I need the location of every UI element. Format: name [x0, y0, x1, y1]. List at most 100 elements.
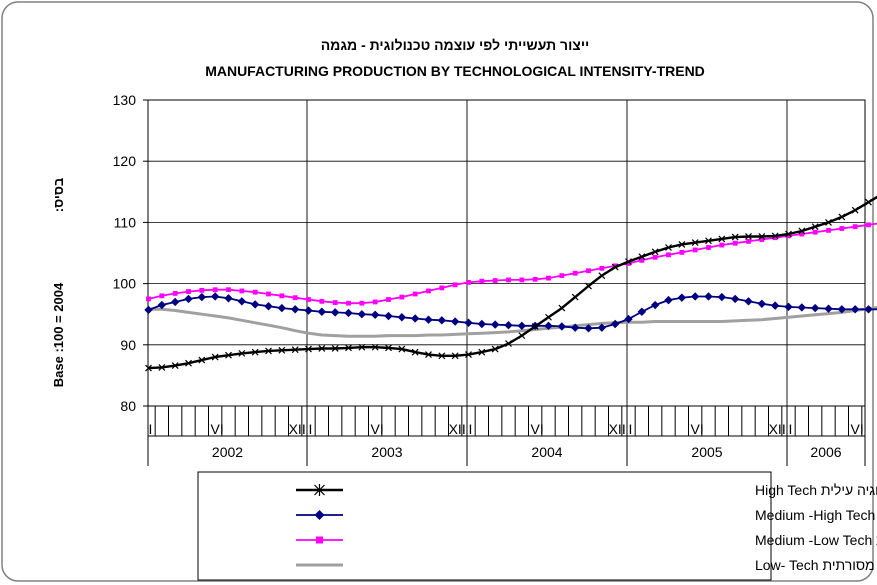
x-marker-stroke [611, 263, 619, 271]
diamond-marker [704, 292, 713, 301]
diamond-marker [210, 292, 220, 301]
x-marker [198, 356, 206, 364]
square-marker [146, 296, 151, 302]
diamond-marker [464, 318, 473, 327]
square-marker [412, 291, 418, 297]
x-marker-stroke [478, 348, 486, 356]
x-marker-stroke [571, 293, 579, 301]
x-marker-stroke [545, 313, 552, 321]
x-marker-stroke [691, 239, 699, 247]
legend-label: טכנולוגיה עילית High Tech [755, 482, 877, 498]
x-marker [185, 359, 192, 367]
diamond-marker [450, 317, 460, 326]
x-marker-stroke [465, 351, 472, 359]
y-tick-label: 100 [113, 276, 137, 292]
x-marker [265, 347, 272, 355]
diamond-marker [277, 303, 287, 313]
y-tick-label: 90 [120, 337, 136, 353]
x-marker [465, 351, 472, 359]
x-marker-stroke [851, 206, 859, 214]
x-marker [291, 346, 299, 354]
x-marker-stroke [451, 352, 459, 360]
square-marker [599, 265, 605, 271]
diamond-marker [744, 297, 753, 306]
diamond-marker [330, 308, 340, 317]
square-marker [839, 226, 845, 231]
x-marker [438, 352, 446, 360]
x-marker-stroke [651, 248, 659, 256]
x-month-label: I [469, 421, 473, 437]
x-marker-stroke [811, 223, 819, 231]
diamond-marker [290, 305, 300, 314]
x-marker-stroke [385, 344, 392, 352]
diamond-marker [184, 294, 193, 304]
square-marker [679, 249, 685, 255]
diamond-marker [624, 314, 633, 324]
x-marker [718, 235, 726, 243]
x-marker-stroke [518, 332, 526, 340]
x-marker [518, 332, 526, 340]
diamond-marker [557, 322, 567, 331]
x-marker-stroke [198, 356, 206, 364]
x-month-label: VI [211, 421, 224, 437]
x-marker [665, 244, 672, 251]
square-marker [692, 247, 698, 253]
x-marker [745, 233, 752, 240]
legend-label: טכנולוגיה מעורבת עילית Medium -High Tech [755, 507, 877, 523]
legend-entry-3: טכנולוגיה מסורתית Low- Tech [296, 557, 877, 573]
legend-label: טכנולוגיה מעורבת מסורתית Medium -Low Tec… [755, 532, 877, 548]
x-marker [691, 239, 699, 247]
x-marker-stroke [318, 345, 326, 352]
x-month-label: XII [609, 421, 626, 437]
x-marker [211, 353, 219, 361]
x-marker-stroke [505, 340, 512, 348]
legend-entry-2: טכנולוגיה מעורבת מסורתית Medium -Low Tec… [296, 532, 877, 548]
x-marker-stroke [558, 304, 566, 312]
x-marker-stroke [305, 345, 312, 353]
diamond-marker [837, 305, 847, 314]
x-marker-stroke [838, 213, 846, 221]
square-marker [186, 289, 191, 294]
square-marker [586, 268, 591, 274]
x-marker-stroke [745, 233, 752, 240]
diamond-marker [357, 310, 367, 319]
diamond-marker [784, 302, 793, 312]
diamond-marker [314, 510, 325, 520]
x-marker-stroke [278, 346, 286, 354]
x-marker [358, 343, 366, 351]
x-marker-stroke [718, 235, 726, 243]
x-marker [598, 272, 606, 280]
y-tick-label: 130 [113, 92, 137, 108]
diamond-marker [170, 297, 180, 307]
square-marker [386, 297, 391, 302]
x-marker-stroke [238, 349, 246, 357]
diamond-marker [397, 313, 407, 322]
x-marker [611, 263, 619, 271]
square-marker [239, 288, 245, 294]
y-axis: 80 90 100 110 120 130 [113, 92, 148, 414]
diamond-marker [144, 305, 153, 315]
x-marker-stroke [585, 282, 592, 290]
x-marker [825, 218, 832, 226]
legend-box [197, 471, 772, 581]
square-marker [572, 270, 578, 276]
x-marker-stroke [371, 343, 379, 351]
diamond-marker [810, 303, 820, 313]
x-marker [145, 364, 152, 372]
x-marker [785, 230, 792, 238]
chart-title-hebrew: ייצור תעשייתי לפי עוצמה טכנולוגית - מגמה [321, 37, 590, 53]
diamond-marker [690, 292, 700, 301]
square-marker [799, 231, 805, 237]
x-year-label: 2005 [691, 444, 722, 460]
x-marker-stroke [345, 344, 352, 352]
x-marker [558, 304, 566, 312]
x-marker [318, 345, 326, 352]
square-marker [399, 294, 405, 300]
x-marker-stroke [598, 272, 606, 280]
square-marker [626, 261, 631, 266]
square-marker [746, 238, 751, 244]
diamond-marker [664, 295, 673, 305]
x-marker-stroke [705, 237, 712, 245]
series-group [144, 195, 877, 372]
